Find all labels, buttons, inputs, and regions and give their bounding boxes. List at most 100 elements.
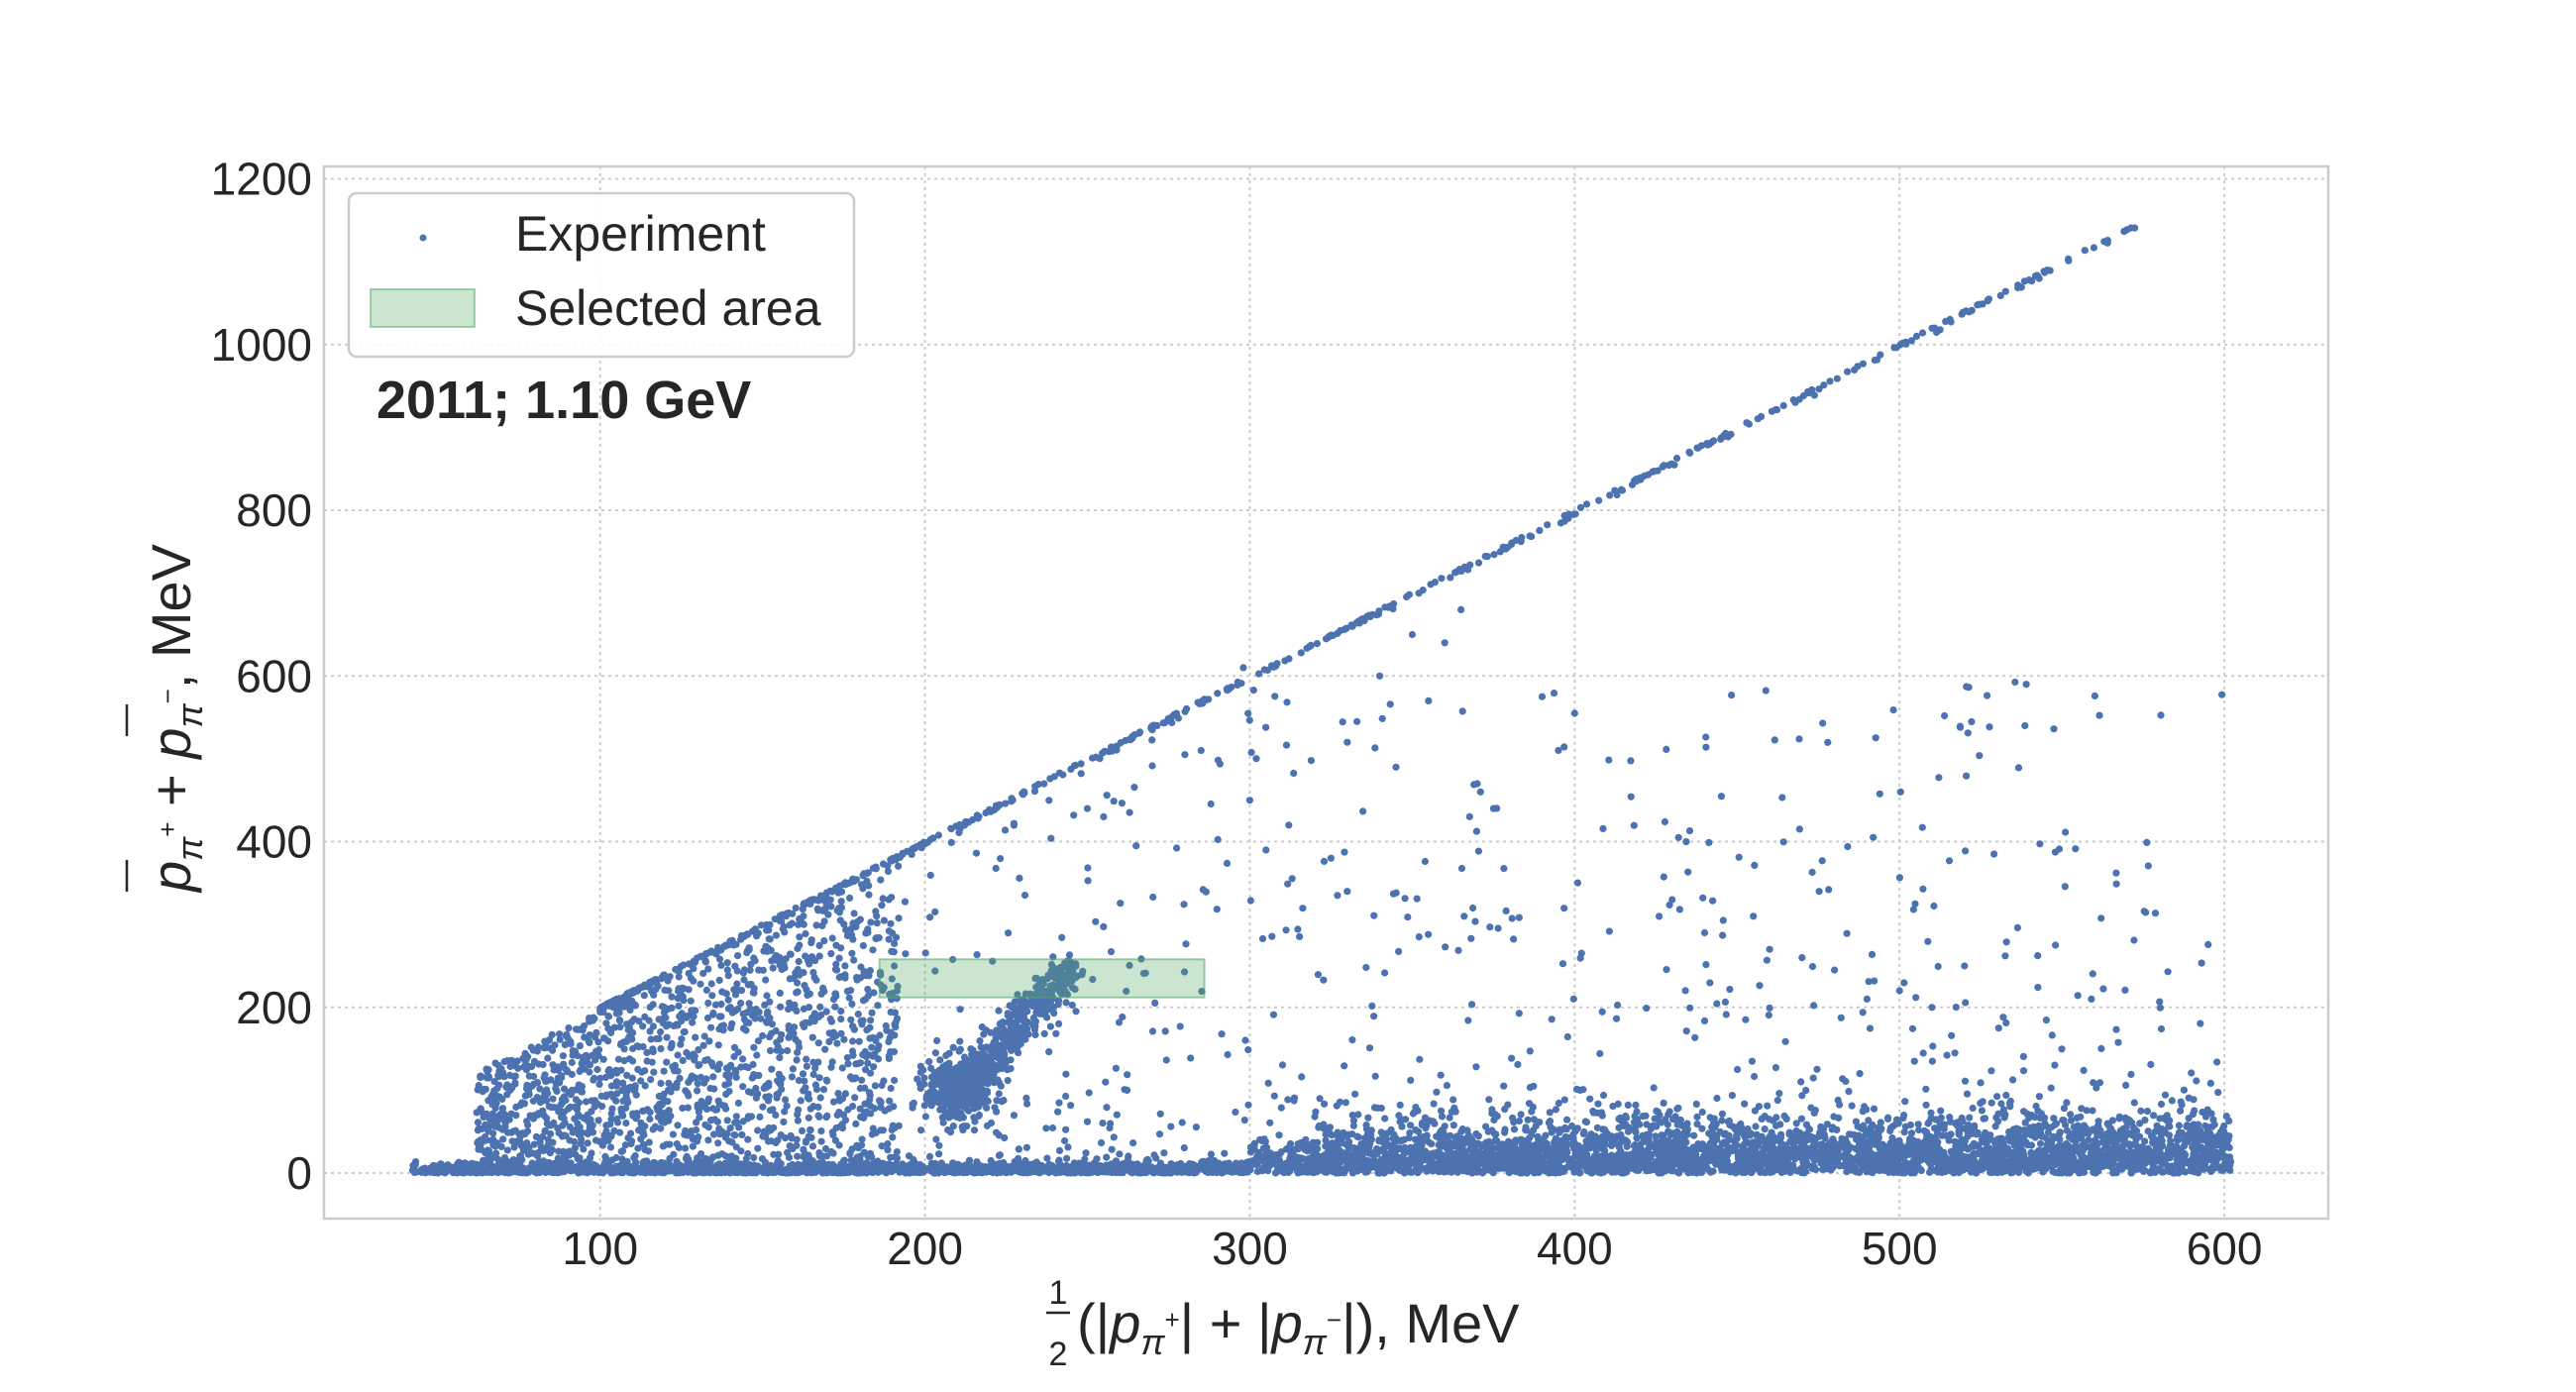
data-point (695, 1102, 701, 1109)
data-point (624, 997, 631, 1004)
data-point (522, 1050, 529, 1057)
data-point (1926, 1169, 1933, 1176)
data-point (806, 991, 813, 998)
data-point (766, 1033, 773, 1040)
data-point (776, 1080, 783, 1087)
data-point (1040, 781, 1047, 788)
data-point (496, 1094, 503, 1101)
data-point (891, 1048, 898, 1055)
data-point (637, 1120, 644, 1126)
data-point (637, 1135, 644, 1142)
data-point (619, 1147, 626, 1154)
data-point (1690, 1132, 1697, 1139)
data-point (715, 1041, 722, 1048)
data-point (498, 1143, 505, 1150)
data-point (733, 1119, 740, 1125)
data-point (704, 1136, 711, 1143)
data-point (726, 1072, 733, 1079)
data-point (704, 1000, 711, 1007)
data-point (725, 1137, 732, 1144)
data-point (553, 1088, 560, 1095)
data-point (1008, 795, 1015, 802)
data-point (777, 917, 784, 924)
data-point (592, 1029, 599, 1036)
data-point (556, 1030, 563, 1037)
data-point (1403, 593, 1410, 600)
data-point (823, 1114, 830, 1121)
data-point (844, 1060, 851, 1067)
data-point (1913, 333, 1920, 340)
data-point (607, 1143, 614, 1150)
data-point (874, 1002, 881, 1009)
data-point (491, 1078, 498, 1085)
data-point (710, 1130, 717, 1137)
data-point (502, 1120, 509, 1126)
data-point (569, 1059, 576, 1066)
data-point (619, 1080, 626, 1087)
data-point (821, 1046, 828, 1053)
data-point (1979, 300, 1986, 307)
data-point (1686, 450, 1693, 457)
data-point (554, 1124, 561, 1131)
data-point (863, 1026, 870, 1033)
data-point (846, 995, 853, 1002)
data-point (805, 1115, 812, 1122)
data-point (512, 1112, 519, 1119)
data-point (481, 1134, 487, 1141)
data-point (1160, 719, 1167, 726)
data-point (679, 1105, 686, 1112)
data-point (837, 1016, 844, 1022)
data-point (616, 1017, 623, 1023)
data-point (800, 912, 806, 919)
data-point (672, 966, 679, 973)
data-point (1118, 739, 1125, 746)
data-point (587, 1061, 593, 1068)
data-point (823, 1077, 830, 1084)
data-point (542, 1092, 549, 1099)
data-point (1059, 771, 1066, 778)
data-point (746, 1000, 753, 1007)
data-point (494, 1156, 501, 1163)
data-point (1255, 671, 1262, 678)
data-point (575, 1155, 582, 1162)
data-point (1347, 621, 1354, 628)
data-point (595, 1117, 602, 1124)
data-point (1877, 352, 1883, 359)
data-point (796, 958, 803, 965)
data-point (653, 1035, 660, 1042)
data-point (2018, 283, 2025, 290)
data-point (782, 1096, 789, 1103)
data-point (758, 921, 765, 928)
data-point (802, 953, 808, 960)
data-point (793, 1142, 800, 1149)
data-point (549, 1031, 556, 1038)
data-point (820, 1086, 827, 1093)
data-point (762, 977, 769, 984)
data-point (722, 1131, 729, 1138)
data-point (755, 967, 762, 974)
data-point (727, 1024, 734, 1031)
data-point (559, 1096, 566, 1103)
data-point (888, 1085, 895, 1092)
data-point (2025, 276, 2032, 283)
data-point (648, 979, 655, 986)
data-point (549, 1096, 556, 1103)
data-point (730, 986, 737, 993)
data-point (523, 1139, 530, 1146)
data-point (811, 974, 818, 981)
data-point (816, 1004, 823, 1011)
data-point (883, 1022, 890, 1029)
data-point (628, 1018, 635, 1025)
data-point (724, 959, 731, 966)
data-point (500, 1073, 507, 1080)
data-point (563, 1032, 570, 1039)
data-point (735, 1100, 742, 1107)
data-point (681, 1131, 688, 1138)
data-point (619, 1098, 626, 1105)
data-point (671, 1067, 678, 1074)
data-point (650, 1001, 657, 1008)
data-point (2077, 1114, 2084, 1121)
data-point (802, 930, 808, 937)
data-point (763, 926, 770, 933)
